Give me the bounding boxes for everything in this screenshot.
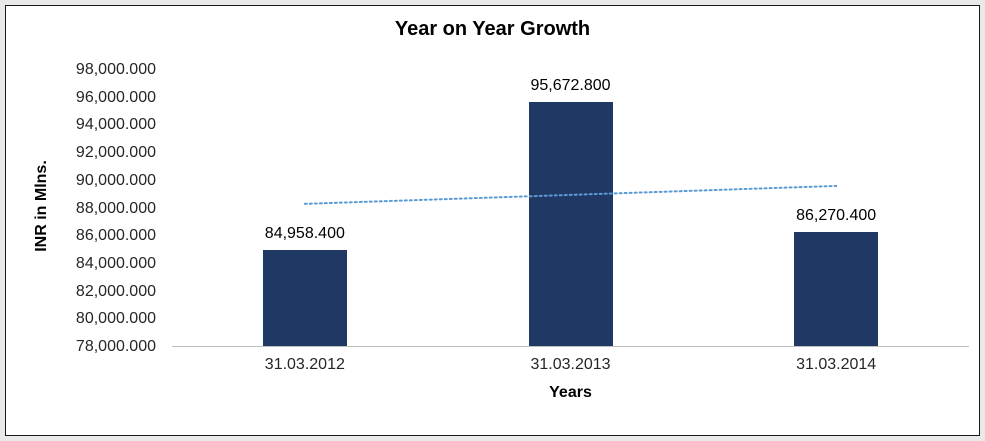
y-axis-tick-label: 92,000.000	[75, 144, 156, 162]
x-axis-title: Years	[549, 384, 592, 401]
chart-title: Year on Year Growth	[394, 18, 591, 40]
y-axis-tick-label: 80,000.000	[75, 310, 156, 328]
plot-area: Years 84,958.400 31.03.2012 95,672.800 31.0…	[172, 70, 969, 401]
x-axis-category-label: 31.03.2012	[264, 356, 345, 373]
y-axis-tick-label: 82,000.000	[75, 282, 156, 300]
bar-value-label: 86,270.400	[796, 206, 877, 224]
y-axis-tick-label: 86,000.000	[75, 227, 156, 245]
y-axis-tick-label: 96,000.000	[75, 88, 156, 106]
y-axis-tick-label: 94,000.000	[75, 116, 156, 134]
bar-31.03.2014	[794, 231, 879, 346]
x-axis-category-label: 31.03.2014	[796, 356, 877, 373]
y-axis-tick-labels: 78,000.000 80,000.000 82,000.000 84,000.000…	[6, 61, 164, 355]
bar-value-label: 95,672.800	[530, 77, 611, 95]
x-axis-category-label: 31.03.2013	[530, 356, 611, 373]
bar-chart[interactable]: Year on Year Growth INR in Mlns. 78,000.…	[5, 5, 980, 436]
bar-31.03.2013	[528, 102, 613, 346]
y-axis-tick-label: 88,000.000	[75, 199, 156, 217]
y-axis-tick-label: 84,000.000	[75, 254, 156, 272]
bar-31.03.2012	[262, 249, 347, 346]
bar-value-label: 84,958.400	[264, 224, 345, 242]
y-axis-tick-label: 78,000.000	[75, 338, 156, 355]
y-axis-tick-label: 98,000.000	[75, 61, 156, 78]
y-axis-tick-label: 90,000.000	[75, 171, 156, 189]
